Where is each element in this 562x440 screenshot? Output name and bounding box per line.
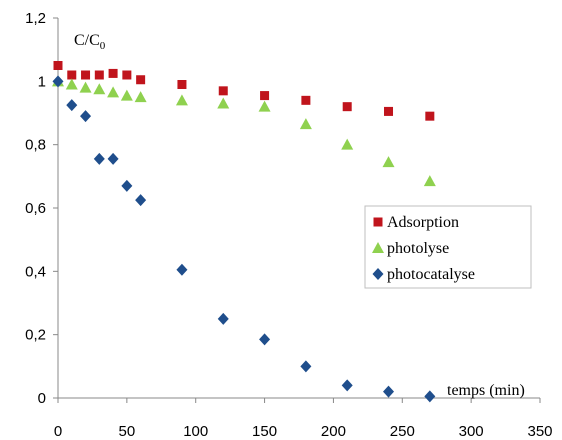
- data-point-photocatalyse: [176, 263, 188, 276]
- data-point-adsorption: [108, 68, 118, 78]
- x-tick-label: 50: [119, 423, 136, 440]
- ticks: 0 0,2 0,4 0,6 0,8 1 1,2 0 50 100 150 200 250 300 350: [25, 10, 552, 440]
- data-point-adsorption: [81, 70, 91, 80]
- data-point-photolyse: [175, 94, 188, 106]
- x-tick-label: 300: [459, 423, 484, 440]
- y-tick-label: 0,6: [25, 200, 46, 217]
- data-point-photolyse: [79, 81, 92, 93]
- data-point-adsorption: [94, 70, 104, 80]
- y-tick-label: 0,2: [25, 327, 46, 344]
- x-tick-label: 250: [390, 423, 415, 440]
- data-point-photocatalyse: [52, 75, 64, 88]
- data-point-photolyse: [107, 86, 120, 98]
- data-points: [52, 61, 436, 403]
- data-point-adsorption: [67, 70, 77, 80]
- data-point-adsorption: [122, 70, 132, 80]
- data-point-photocatalyse: [80, 110, 92, 123]
- y-axis-title-sub: 0: [100, 40, 106, 52]
- series-photolyse: [52, 75, 436, 187]
- data-point-photocatalyse: [121, 179, 133, 192]
- series-adsorption: [53, 61, 435, 121]
- data-point-adsorption: [301, 95, 311, 105]
- data-point-photolyse: [120, 89, 133, 101]
- data-point-photolyse: [258, 100, 271, 112]
- y-tick-label: 0,8: [25, 137, 46, 154]
- data-point-photocatalyse: [424, 390, 436, 403]
- x-tick-label: 0: [54, 423, 62, 440]
- data-point-photolyse: [93, 83, 106, 95]
- data-point-photocatalyse: [259, 333, 271, 346]
- y-tick-label: 1,2: [25, 10, 46, 27]
- data-point-adsorption: [177, 80, 187, 89]
- data-point-photocatalyse: [107, 152, 119, 165]
- x-tick-label: 200: [321, 423, 346, 440]
- legend-label-photolyse: photolyse: [387, 240, 449, 257]
- legend-marker-adsorption: [373, 217, 383, 227]
- data-point-photocatalyse: [217, 312, 229, 325]
- data-point-photolyse: [217, 97, 230, 109]
- legend-box: [364, 205, 532, 289]
- data-point-photolyse: [423, 175, 436, 187]
- data-point-photolyse: [382, 156, 395, 168]
- data-point-photolyse: [65, 78, 78, 90]
- data-point-photocatalyse: [383, 385, 395, 398]
- data-point-adsorption: [384, 106, 394, 116]
- data-point-adsorption: [342, 102, 352, 112]
- series-photocatalyse: [52, 75, 436, 403]
- data-point-photocatalyse: [300, 360, 312, 373]
- y-tick-label: 1: [38, 73, 46, 90]
- y-tick-label: 0,4: [25, 263, 46, 280]
- data-point-photocatalyse: [135, 194, 147, 207]
- data-point-photolyse: [299, 118, 312, 130]
- legend-marker-photolyse: [372, 242, 384, 253]
- legend-label-adsorption: Adsorption: [387, 214, 459, 231]
- y-axis-title-main: C/C: [74, 32, 100, 49]
- data-point-photolyse: [341, 138, 354, 150]
- data-point-adsorption: [425, 111, 435, 121]
- data-point-adsorption: [136, 75, 146, 85]
- x-tick-label: 150: [252, 423, 277, 440]
- legend-marker-photocatalyse: [372, 268, 384, 280]
- y-axis-title: C/C0: [74, 32, 106, 52]
- data-point-photocatalyse: [341, 379, 353, 392]
- x-tick-label: 350: [527, 423, 552, 440]
- data-point-adsorption: [53, 61, 63, 70]
- data-point-adsorption: [260, 91, 270, 101]
- legend: Adsorption photolyse photocatalyse: [364, 205, 532, 289]
- legend-label-photocatalyse: photocatalyse: [387, 266, 475, 283]
- y-tick-label: 0: [38, 390, 46, 407]
- data-point-photocatalyse: [66, 99, 78, 112]
- x-axis-title: temps (min): [447, 382, 525, 399]
- data-point-photolyse: [134, 91, 147, 103]
- data-point-photocatalyse: [93, 152, 105, 165]
- data-point-adsorption: [218, 86, 228, 96]
- x-tick-label: 100: [183, 423, 208, 440]
